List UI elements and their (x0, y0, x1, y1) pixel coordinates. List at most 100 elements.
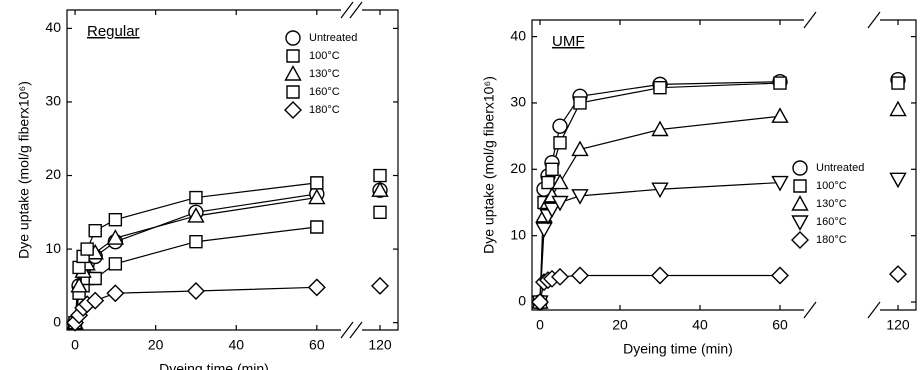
legend-marker (284, 65, 302, 81)
axis-break (803, 301, 817, 319)
marker (308, 188, 326, 205)
axis-break (340, 1, 354, 19)
marker (80, 242, 94, 256)
marker (189, 235, 203, 249)
marker (535, 222, 553, 238)
axis-break (803, 11, 817, 29)
marker (88, 271, 102, 286)
y-tick-label: 20 (510, 160, 526, 176)
marker (307, 278, 326, 297)
legend-marker (286, 49, 300, 63)
legend-marker (792, 160, 808, 176)
marker (106, 229, 125, 245)
y-tick-label: 10 (510, 226, 526, 242)
legend-marker (791, 215, 809, 231)
marker (86, 291, 105, 310)
x-axis-label: Dyeing time (min) (159, 361, 269, 370)
marker (108, 212, 123, 227)
x-tick-label: 60 (772, 317, 788, 333)
legend-label: Untreated (816, 162, 864, 174)
marker (551, 267, 569, 286)
y-axis-label: Dye uptake (mol/g fiberx10⁶) (16, 81, 32, 259)
y-tick-label: 40 (45, 19, 61, 35)
marker (72, 260, 86, 275)
legend-label: 160°C (816, 216, 847, 228)
marker (889, 172, 907, 189)
x-tick-label: 120 (886, 317, 910, 333)
legend-marker (791, 231, 809, 249)
marker (771, 175, 789, 192)
axis-frame (66, 9, 341, 331)
legend-label: Untreated (309, 32, 357, 44)
legend-label: 130°C (309, 68, 340, 80)
x-tick-label: 0 (536, 317, 544, 333)
marker (373, 168, 387, 183)
marker (187, 207, 205, 223)
marker (108, 257, 123, 271)
legend-label: 180°C (309, 104, 340, 116)
legend-label: 160°C (309, 86, 340, 98)
panel-title: UMF (552, 33, 585, 50)
marker (771, 107, 789, 123)
marker (571, 140, 589, 157)
axis-frame (531, 19, 804, 311)
marker (889, 265, 907, 284)
marker (653, 80, 667, 95)
marker (551, 195, 569, 212)
marker (651, 182, 669, 199)
axis-break (867, 11, 881, 29)
x-axis-label: Dyeing time (min) (623, 341, 733, 357)
panel-title: Regular (87, 23, 140, 40)
marker (541, 175, 555, 190)
y-tick-label: 30 (510, 94, 526, 110)
legend-marker (791, 195, 809, 211)
marker (373, 205, 387, 219)
marker (70, 276, 88, 293)
x-tick-label: 60 (309, 337, 325, 353)
marker (531, 293, 549, 312)
axis-break (867, 301, 881, 319)
axis-break (349, 1, 363, 19)
marker (371, 181, 389, 197)
marker (891, 76, 905, 90)
x-tick-label: 120 (368, 337, 392, 353)
y-tick-label: 0 (518, 293, 526, 309)
x-tick-label: 0 (71, 337, 79, 353)
marker (773, 76, 787, 90)
marker (771, 266, 789, 285)
marker (651, 266, 669, 285)
legend-marker (286, 85, 300, 99)
marker (889, 100, 907, 117)
marker (310, 176, 324, 190)
x-tick-label: 40 (692, 317, 708, 333)
marker (552, 118, 568, 134)
axis-break (349, 321, 363, 339)
y-tick-label: 30 (45, 93, 61, 109)
x-tick-label: 40 (228, 337, 244, 353)
marker (571, 266, 589, 285)
legend-label: 100°C (309, 50, 340, 62)
y-tick-label: 40 (510, 27, 526, 43)
legend-label: 100°C (816, 180, 847, 192)
y-tick-label: 20 (45, 166, 61, 182)
marker (551, 173, 569, 190)
marker (543, 202, 561, 219)
marker (545, 162, 559, 177)
marker (371, 276, 389, 295)
marker (189, 190, 203, 205)
y-tick-label: 0 (53, 313, 61, 329)
legend-label: 180°C (816, 234, 847, 246)
marker (88, 223, 102, 238)
y-tick-label: 10 (45, 240, 61, 256)
y-axis-label: Dye uptake (mol/g fiberx10⁶) (481, 76, 497, 254)
marker (186, 282, 205, 301)
legend-marker (793, 179, 807, 193)
marker (106, 284, 125, 303)
axis-break (340, 321, 354, 339)
x-tick-label: 20 (148, 337, 164, 353)
marker (571, 189, 589, 205)
marker (573, 96, 587, 110)
x-tick-label: 20 (612, 317, 628, 333)
marker (310, 220, 324, 234)
legend-marker (285, 30, 301, 46)
